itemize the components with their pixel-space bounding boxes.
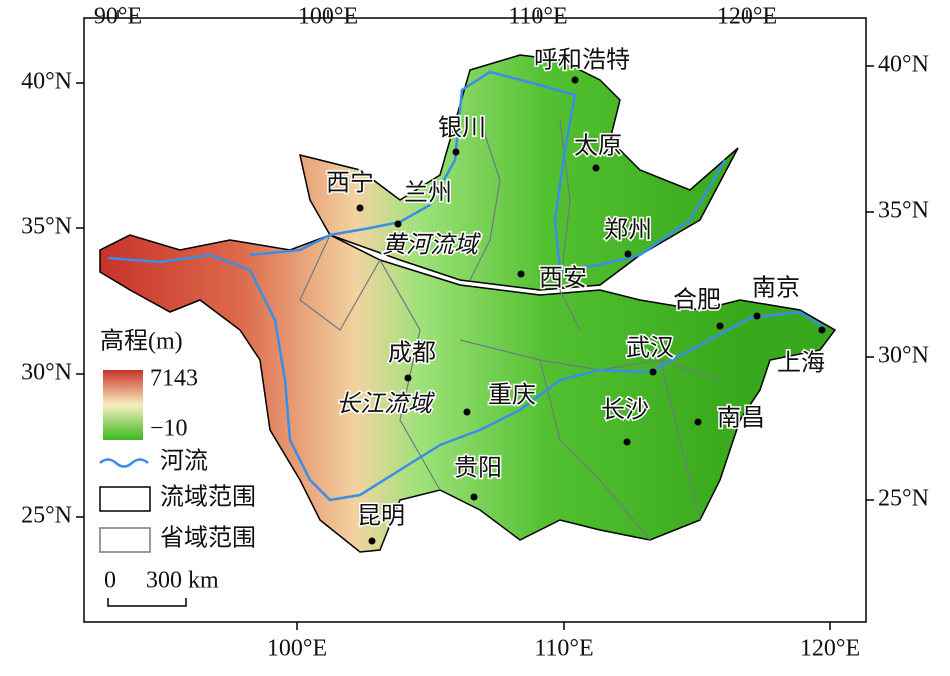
city-dot bbox=[571, 76, 579, 84]
city-dot bbox=[753, 312, 761, 320]
city-dot bbox=[463, 408, 471, 416]
province-line bbox=[659, 359, 701, 521]
city-dot bbox=[394, 220, 402, 228]
city-label: 呼和浩特 bbox=[534, 47, 630, 74]
city-label: 太原 bbox=[574, 133, 622, 160]
city-dot bbox=[368, 537, 376, 545]
tick-label: 100°E bbox=[267, 636, 327, 662]
tick-label: 110°E bbox=[534, 636, 593, 662]
city-dot bbox=[517, 270, 525, 278]
city-label: 武汉 bbox=[626, 335, 674, 362]
city-label: 上海 bbox=[777, 350, 825, 377]
yellow-river bbox=[249, 70, 727, 272]
city-label: 西宁 bbox=[326, 170, 374, 197]
city-label: 银川 bbox=[438, 115, 486, 142]
tick-label: 90°E bbox=[94, 4, 142, 30]
legend-min: −10 bbox=[150, 416, 188, 442]
tick-label: 40°N bbox=[21, 69, 72, 95]
legend-river-symbol bbox=[99, 458, 149, 468]
tick-label: 110°E bbox=[508, 4, 567, 30]
tick-label: 40°N bbox=[878, 52, 929, 78]
city-label: 贵阳 bbox=[454, 455, 502, 482]
city-dot bbox=[452, 148, 460, 156]
city-label: 兰州 bbox=[404, 180, 452, 207]
legend bbox=[99, 370, 187, 607]
city-label: 成都 bbox=[388, 340, 436, 367]
basin-label: 长江流域 bbox=[336, 391, 435, 418]
yangtze-basin bbox=[99, 234, 837, 553]
province-line bbox=[539, 359, 651, 541]
city-dot bbox=[624, 250, 632, 258]
tick-label: 35°N bbox=[878, 198, 929, 224]
city-dot bbox=[404, 374, 412, 382]
legend-basin-symbol bbox=[99, 486, 151, 512]
legend-max: 7143 bbox=[150, 366, 198, 392]
tick-label: 25°N bbox=[21, 503, 72, 529]
tick-label: 30°N bbox=[878, 343, 929, 369]
legend-river: 河流 bbox=[160, 448, 208, 475]
city-dot bbox=[694, 418, 702, 426]
legend-title: 高程(m) bbox=[100, 328, 183, 355]
scale-label: 300 km bbox=[146, 568, 219, 594]
city-label: 长沙 bbox=[601, 397, 649, 424]
province-lines bbox=[299, 119, 721, 541]
basin-label: 黄河流域 bbox=[382, 232, 481, 259]
city-dot bbox=[649, 368, 657, 376]
colorbar bbox=[103, 370, 143, 440]
tick-label: 120°E bbox=[717, 4, 777, 30]
legend-basin: 流域范围 bbox=[160, 484, 256, 511]
scale-start: 0 bbox=[104, 568, 116, 594]
city-dot bbox=[716, 322, 724, 330]
tick-label: 35°N bbox=[21, 214, 72, 240]
city-label: 西安 bbox=[539, 265, 587, 292]
legend-province: 省域范围 bbox=[160, 525, 256, 552]
city-dot bbox=[356, 204, 364, 212]
tick-label: 100°E bbox=[298, 4, 358, 30]
city-label: 重庆 bbox=[488, 382, 536, 409]
tick-label: 30°N bbox=[21, 360, 72, 386]
province-line bbox=[469, 119, 501, 281]
rivers bbox=[107, 70, 826, 502]
city-label: 合肥 bbox=[673, 287, 721, 314]
city-label: 南昌 bbox=[717, 405, 765, 432]
tick-label: 120°E bbox=[800, 636, 860, 662]
city-label: 郑州 bbox=[604, 217, 652, 244]
yangtze-river bbox=[107, 253, 826, 502]
scale-bar bbox=[107, 598, 187, 607]
tick-label: 25°N bbox=[878, 486, 929, 512]
city-label: 昆明 bbox=[357, 504, 405, 530]
city-dot bbox=[470, 493, 478, 501]
province-line bbox=[299, 234, 381, 331]
city-dot bbox=[818, 326, 826, 334]
city-label: 南京 bbox=[752, 275, 800, 302]
province-line bbox=[559, 119, 581, 331]
city-dot bbox=[623, 438, 631, 446]
province-line bbox=[379, 259, 441, 491]
yellow-basin bbox=[299, 54, 739, 291]
legend-province-symbol bbox=[99, 527, 151, 553]
city-dot bbox=[592, 164, 600, 172]
